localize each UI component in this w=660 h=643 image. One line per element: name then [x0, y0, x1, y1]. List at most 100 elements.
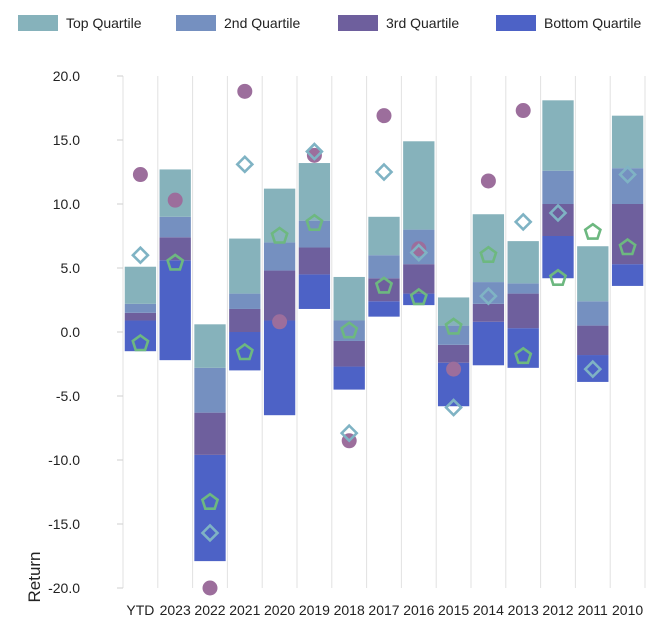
legend-item-top-quartile: Top Quartile: [18, 10, 141, 36]
marker-circle-2016: [411, 241, 427, 257]
x-tick-label: 2023: [160, 602, 191, 618]
x-tick-label: 2012: [542, 602, 573, 618]
bar-second-quartile-2023: [159, 216, 191, 238]
marker-circle-2021: [237, 83, 253, 99]
marker-diamond-2017: [374, 162, 394, 182]
marker-circle-2014: [480, 173, 496, 189]
marker-pentagon-2019: [305, 213, 324, 231]
bar-top-quartile-2016: [403, 141, 435, 230]
marker-diamond-2016: [409, 243, 429, 262]
y-tick-label: -10.0: [48, 452, 80, 468]
bar-top-quartile-YTD: [124, 266, 157, 304]
bar-third-quartile-2021: [229, 308, 261, 332]
legend-item-bottom-quartile: Bottom Quartile: [496, 10, 641, 36]
bar-bottom-quartile-2017: [368, 301, 400, 317]
legend-item-2nd-quartile: 2nd Quartile: [176, 10, 300, 36]
bar-bottom-quartile-2010: [611, 264, 644, 286]
bar-third-quartile-2017: [368, 278, 400, 302]
marker-pentagon-2013: [514, 346, 533, 365]
x-tick-label: 2020: [264, 602, 295, 618]
legend-swatch-bottom-quartile: [496, 15, 536, 31]
bar-second-quartile-2021: [229, 293, 261, 309]
labels-layer: 20.0 15.0 10.0 5.0 0.0 -5.0 -10.0 -15.0 -20.0 YTD…: [48, 68, 643, 618]
marker-pentagon-2020: [270, 226, 289, 244]
y-tick-label: -5.0: [56, 388, 80, 404]
bar-third-quartile-YTD: [124, 312, 157, 321]
markers-layer: [131, 83, 637, 596]
marker-circle-2013: [515, 103, 531, 119]
x-tick-label: 2022: [194, 602, 225, 618]
bar-second-quartile-2018: [333, 320, 365, 341]
marker-circle-YTD: [132, 167, 148, 183]
legend-label-top-quartile: Top Quartile: [66, 15, 142, 31]
marker-pentagon-2021: [235, 342, 254, 361]
bar-third-quartile-2018: [333, 340, 365, 367]
x-tick-label: 2019: [299, 602, 330, 618]
bars-layer: [124, 100, 644, 562]
y-tick-label: 20.0: [53, 68, 80, 84]
x-tick-label: 2016: [403, 602, 434, 618]
bar-second-quartile-YTD: [124, 303, 157, 313]
marker-circle-2019: [306, 147, 322, 163]
bar-third-quartile-2022: [194, 412, 226, 455]
bar-second-quartile-2012: [542, 170, 574, 204]
legend-swatch-2nd-quartile: [176, 15, 216, 31]
bar-third-quartile-2020: [263, 270, 296, 321]
y-tick-label: -15.0: [48, 516, 80, 532]
marker-diamond-2022: [200, 523, 220, 543]
y-tick-label: 5.0: [61, 260, 81, 276]
x-tick-label: 2011: [578, 602, 608, 618]
bar-bottom-quartile-2021: [229, 332, 261, 371]
marker-pentagon-2022: [200, 492, 220, 511]
marker-pentagon-2014: [479, 245, 498, 264]
legend-label-bottom-quartile: Bottom Quartile: [544, 15, 642, 31]
bar-third-quartile-2011: [577, 325, 609, 356]
bar-bottom-quartile-2018: [333, 366, 365, 390]
marker-pentagon-2018: [340, 321, 359, 339]
x-tick-label: 2013: [508, 602, 539, 618]
legend-swatch-3rd-quartile: [338, 15, 378, 31]
marker-diamond-2012: [548, 203, 568, 223]
bar-top-quartile-2019: [298, 163, 331, 221]
bar-second-quartile-2019: [298, 220, 331, 248]
bar-top-quartile-2022: [194, 324, 226, 368]
bar-top-quartile-2013: [507, 241, 539, 284]
bar-second-quartile-2014: [472, 282, 505, 304]
bar-second-quartile-2011: [577, 301, 609, 326]
bar-third-quartile-2013: [507, 293, 539, 329]
marker-diamond-2013: [513, 212, 533, 232]
marker-pentagon-2017: [374, 276, 394, 294]
x-tick-label: 2010: [612, 602, 643, 618]
bar-third-quartile-2023: [159, 237, 191, 261]
bar-top-quartile-2012: [542, 100, 574, 171]
marker-circle-2023: [167, 192, 183, 208]
legend-item-3rd-quartile: 3rd Quartile: [338, 10, 459, 36]
marker-diamond-2019: [305, 142, 324, 161]
marker-diamond-2018: [339, 423, 359, 443]
y-axis-title: Return: [25, 551, 44, 602]
marker-circle-2015: [446, 361, 462, 377]
chart-legend: Top Quartile 2nd Quartile 3rd Quartile B…: [18, 10, 648, 36]
x-tick-label: 2015: [438, 602, 469, 618]
bar-top-quartile-2018: [333, 276, 365, 321]
bar-top-quartile-2021: [229, 238, 261, 294]
x-tick-label: 2014: [473, 602, 504, 618]
marker-diamond-2015: [444, 398, 463, 417]
bar-top-quartile-2020: [263, 188, 296, 243]
marker-pentagon-2011: [583, 222, 602, 240]
legend-label-2nd-quartile: 2nd Quartile: [224, 15, 301, 31]
bar-top-quartile-2011: [577, 246, 609, 302]
bar-second-quartile-2013: [507, 283, 539, 294]
marker-diamond-2021: [235, 154, 255, 174]
marker-circle-2022: [202, 580, 218, 596]
y-tick-label: 0.0: [61, 324, 81, 340]
bar-third-quartile-2019: [298, 247, 331, 275]
marker-diamond-2011: [583, 359, 603, 379]
bar-second-quartile-2022: [194, 367, 226, 413]
bar-third-quartile-2015: [437, 344, 470, 363]
bar-second-quartile-2020: [263, 242, 296, 271]
grid-layer: [117, 75, 646, 589]
marker-pentagon-2015: [444, 317, 463, 335]
marker-pentagon-2012: [548, 268, 568, 287]
